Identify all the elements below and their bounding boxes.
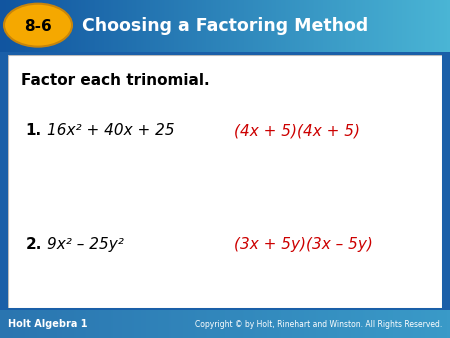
Text: Holt Algebra 1: Holt Algebra 1 (8, 319, 87, 329)
Text: Choosing a Factoring Method: Choosing a Factoring Method (82, 17, 368, 35)
Text: (3x + 5y)(3x – 5y): (3x + 5y)(3x – 5y) (234, 237, 373, 252)
Text: 2.: 2. (26, 237, 42, 252)
Ellipse shape (4, 4, 72, 47)
Text: 16x² + 40x + 25: 16x² + 40x + 25 (47, 123, 175, 138)
Text: Copyright © by Holt, Rinehart and Winston. All Rights Reserved.: Copyright © by Holt, Rinehart and Winsto… (195, 320, 442, 329)
Text: Factor each trinomial.: Factor each trinomial. (21, 73, 210, 88)
Text: (4x + 5)(4x + 5): (4x + 5)(4x + 5) (234, 123, 360, 138)
FancyBboxPatch shape (8, 55, 442, 308)
Text: 8-6: 8-6 (24, 19, 52, 34)
Text: 1.: 1. (26, 123, 41, 138)
Text: 9x² – 25y²: 9x² – 25y² (47, 237, 124, 252)
